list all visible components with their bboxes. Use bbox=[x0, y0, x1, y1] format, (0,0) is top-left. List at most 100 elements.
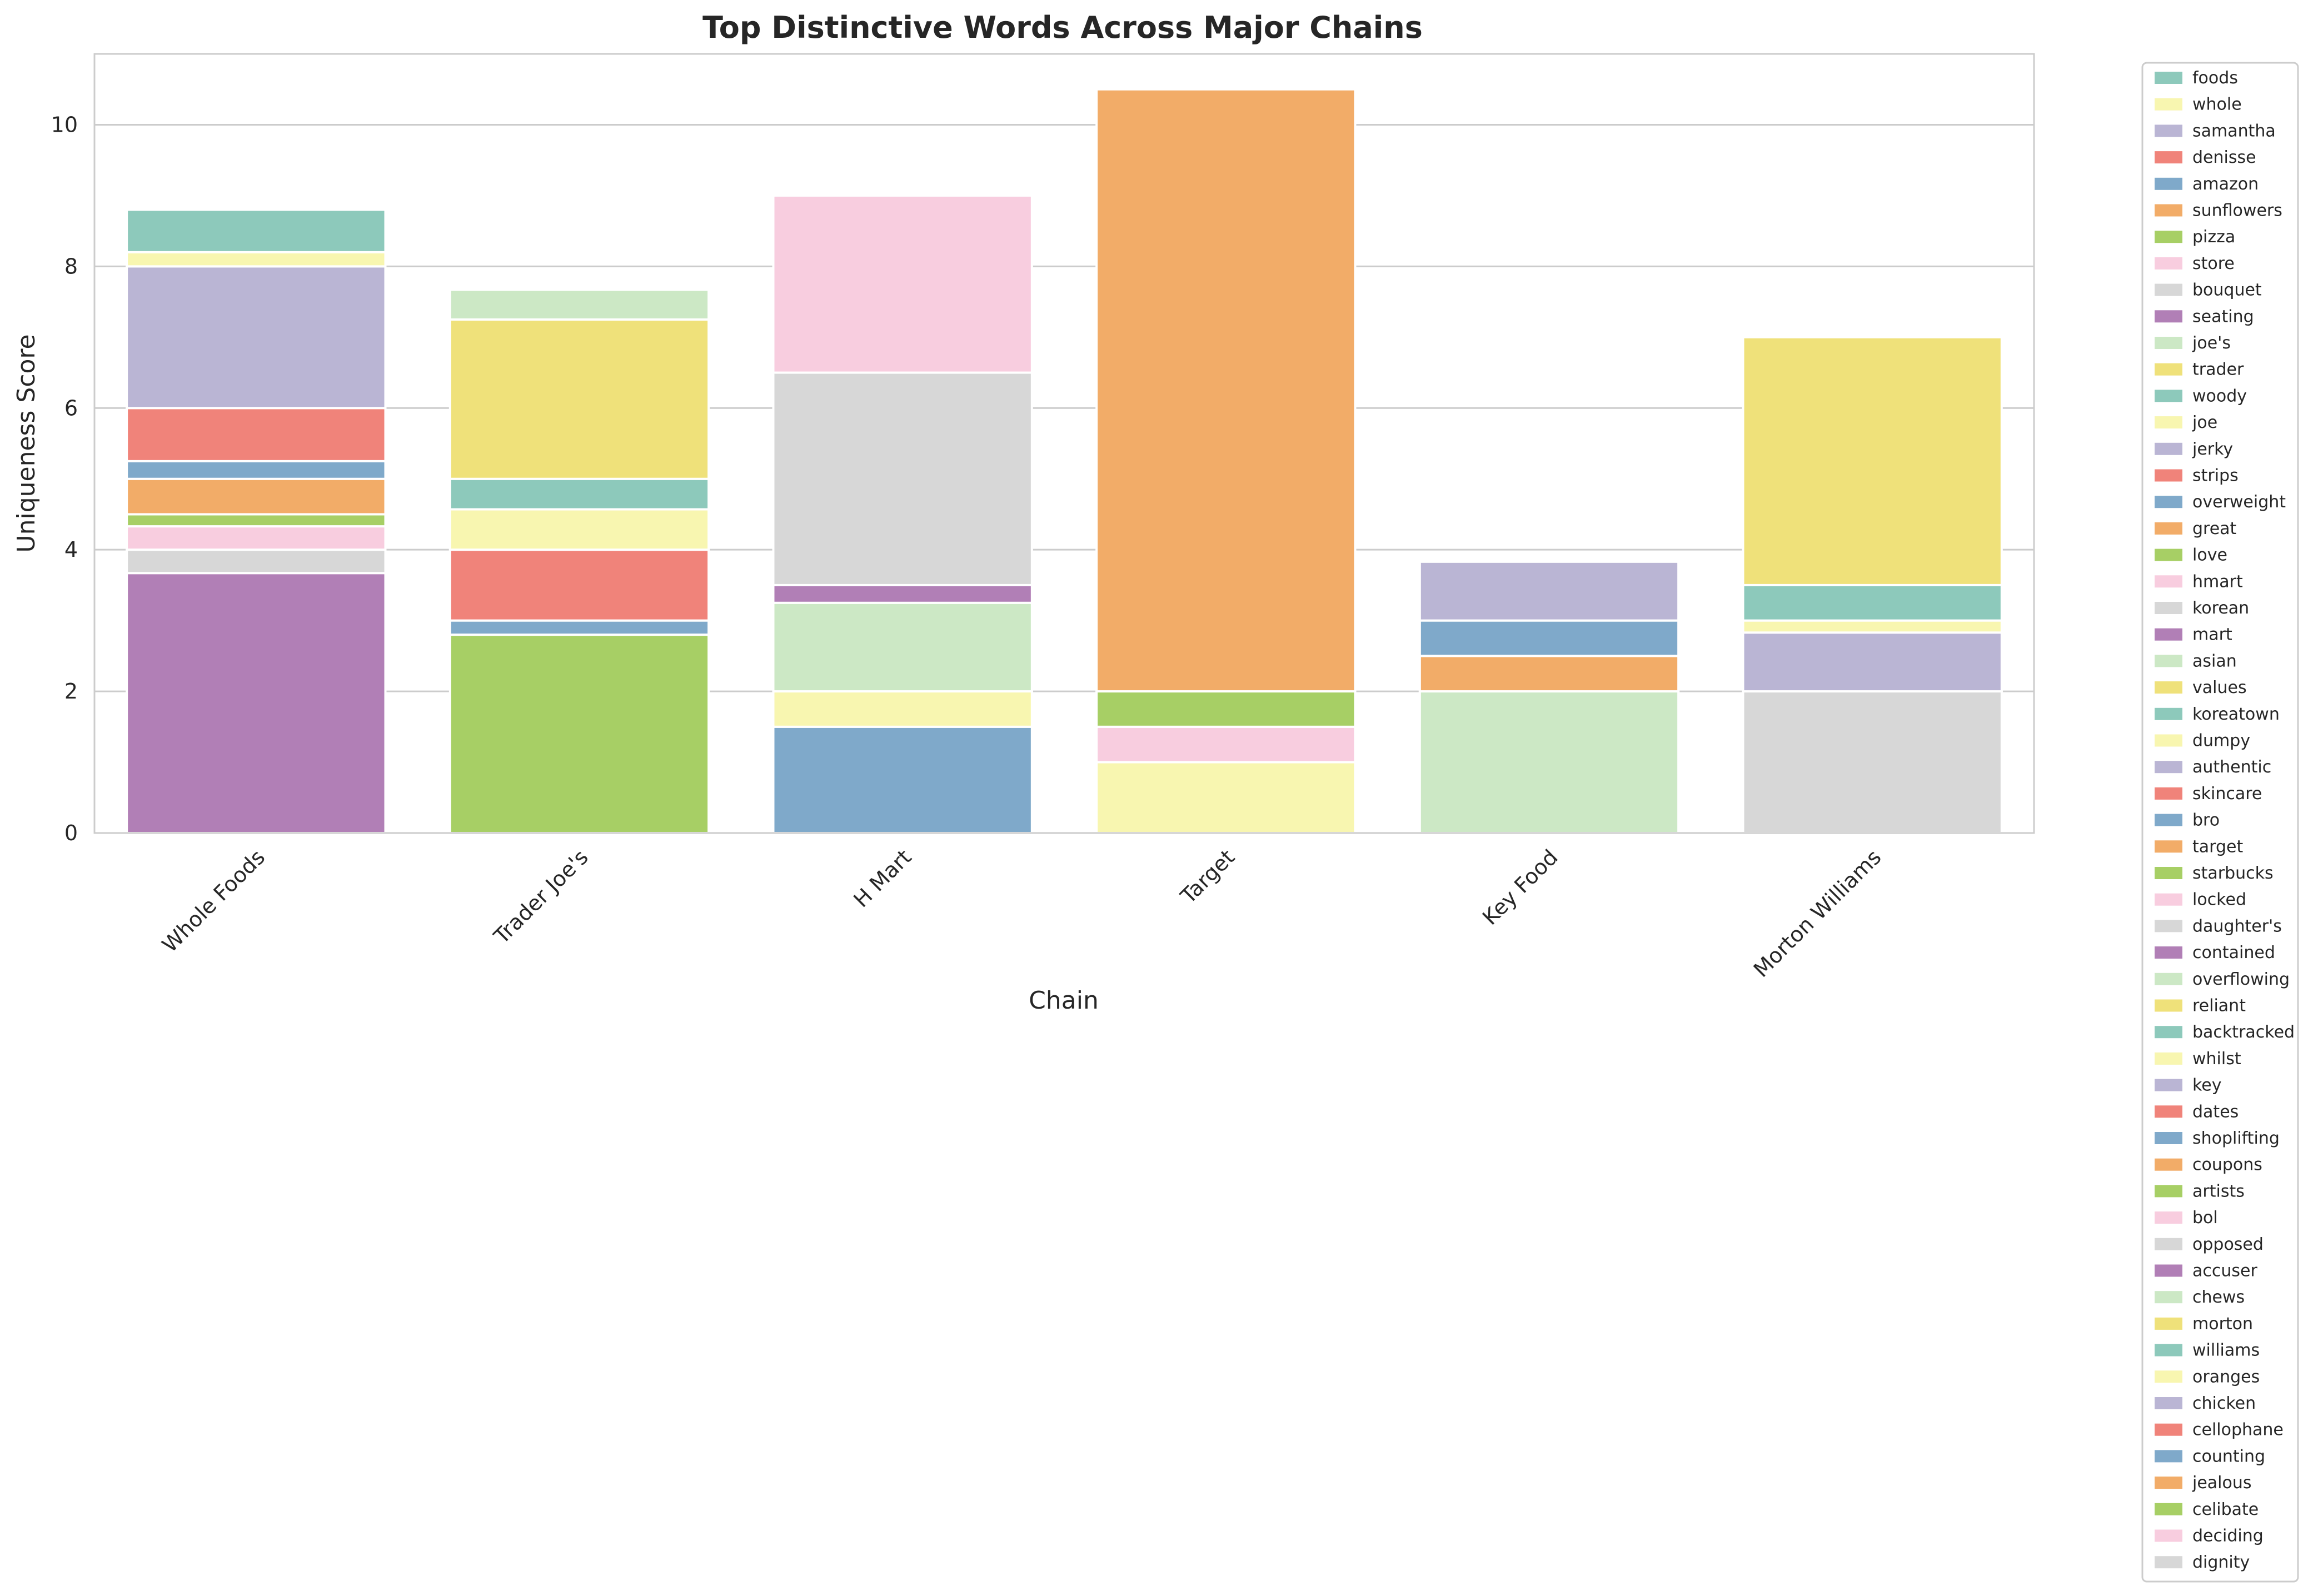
legend-swatch bbox=[2155, 363, 2182, 376]
legend-swatch bbox=[2155, 1423, 2182, 1436]
legend-swatch bbox=[2155, 1079, 2182, 1091]
legend-item: sunflowers bbox=[2155, 201, 2282, 221]
legend-label: oranges bbox=[2192, 1367, 2260, 1386]
legend-item: samantha bbox=[2155, 121, 2276, 141]
legend-label: korean bbox=[2192, 598, 2249, 618]
legend-item: dates bbox=[2155, 1102, 2239, 1121]
legend-label: whole bbox=[2192, 95, 2242, 114]
legend-item: dumpy bbox=[2155, 731, 2250, 751]
bar-segment bbox=[448, 619, 710, 636]
legend-item: pizza bbox=[2155, 227, 2235, 247]
legend-swatch bbox=[2155, 1105, 2182, 1118]
legend-swatch bbox=[2155, 575, 2182, 588]
legend-item: whilst bbox=[2155, 1049, 2241, 1069]
legend-item: overflowing bbox=[2155, 970, 2290, 989]
legend-item: celibate bbox=[2155, 1500, 2259, 1519]
legend-label: reliant bbox=[2192, 996, 2246, 1016]
legend-swatch bbox=[2155, 496, 2182, 508]
bar-segment bbox=[1095, 761, 1357, 834]
legend-item: bro bbox=[2155, 811, 2220, 830]
legend-item: trader bbox=[2155, 360, 2244, 380]
legend-swatch bbox=[2155, 204, 2182, 217]
legend-swatch bbox=[2155, 1052, 2182, 1065]
legend-item: williams bbox=[2155, 1341, 2260, 1360]
legend-label: deciding bbox=[2192, 1527, 2264, 1546]
legend-swatch bbox=[2155, 469, 2182, 482]
legend-label: pizza bbox=[2192, 227, 2235, 247]
legend-item: artists bbox=[2155, 1181, 2245, 1201]
chart-title: Top Distinctive Words Across Major Chain… bbox=[702, 10, 1423, 45]
legend-swatch bbox=[2155, 999, 2182, 1012]
legend-label: coupons bbox=[2192, 1155, 2262, 1175]
legend-label: asian bbox=[2192, 651, 2237, 671]
legend-swatch bbox=[2155, 310, 2182, 323]
bar-segment bbox=[1418, 619, 1680, 657]
legend-item: target bbox=[2155, 837, 2243, 856]
legend-swatch bbox=[2155, 1264, 2182, 1277]
bar-segment bbox=[448, 634, 710, 835]
legend-swatch bbox=[2155, 72, 2182, 84]
legend-swatch bbox=[2155, 1503, 2182, 1515]
legend-item: accuser bbox=[2155, 1261, 2257, 1281]
legend-item: values bbox=[2155, 678, 2247, 697]
legend-item: love bbox=[2155, 546, 2227, 565]
legend-item: korean bbox=[2155, 598, 2249, 618]
bar-segment bbox=[1742, 619, 2003, 634]
legend-label: bouquet bbox=[2192, 281, 2262, 300]
legend-swatch bbox=[2155, 734, 2182, 747]
legend-item: woody bbox=[2155, 386, 2247, 406]
legend-label: hmart bbox=[2192, 572, 2243, 591]
y-tick-label: 10 bbox=[51, 112, 78, 137]
plot-frame bbox=[93, 53, 2035, 834]
legend-item: jerky bbox=[2155, 440, 2233, 459]
bar-segment bbox=[772, 583, 1033, 604]
legend-item: oranges bbox=[2155, 1367, 2260, 1386]
legend-item: seating bbox=[2155, 307, 2254, 326]
y-axis-label: Uniqueness Score bbox=[12, 334, 41, 552]
legend-label: chews bbox=[2192, 1288, 2245, 1307]
legend-label: key bbox=[2192, 1076, 2222, 1095]
legend-item: opposed bbox=[2155, 1235, 2264, 1254]
legend-label: cellophane bbox=[2192, 1420, 2284, 1440]
bar-segment bbox=[448, 288, 710, 321]
legend-label: joe's bbox=[2192, 333, 2231, 353]
legend-swatch bbox=[2155, 761, 2182, 774]
legend-swatch bbox=[2155, 814, 2182, 826]
legend-label: bro bbox=[2192, 811, 2220, 830]
legend-swatch bbox=[2155, 707, 2182, 720]
legend-item: whole bbox=[2155, 95, 2242, 114]
legend-label: accuser bbox=[2192, 1261, 2257, 1281]
bar-segment bbox=[1742, 583, 2003, 622]
legend-item: overweight bbox=[2155, 492, 2286, 512]
legend: foods whole samantha denisse amazon sunflower… bbox=[2141, 62, 2299, 1583]
legend-label: dignity bbox=[2192, 1553, 2250, 1572]
legend-label: strips bbox=[2192, 466, 2239, 486]
y-tick-label: 2 bbox=[64, 679, 78, 704]
legend-item: starbucks bbox=[2155, 864, 2274, 883]
bar-segment bbox=[1742, 631, 2003, 693]
legend-item: authentic bbox=[2155, 757, 2271, 777]
legend-swatch bbox=[2155, 920, 2182, 932]
legend-swatch bbox=[2155, 390, 2182, 402]
bar-segment bbox=[448, 548, 710, 622]
bar-segment bbox=[126, 525, 387, 551]
legend-label: celibate bbox=[2192, 1500, 2259, 1519]
legend-label: foods bbox=[2192, 68, 2238, 88]
legend-label: authentic bbox=[2192, 757, 2271, 777]
legend-item: shoplifting bbox=[2155, 1129, 2280, 1148]
legend-label: values bbox=[2192, 678, 2247, 697]
legend-label: koreatown bbox=[2192, 705, 2280, 724]
legend-item: cellophane bbox=[2155, 1420, 2284, 1440]
legend-swatch bbox=[2155, 840, 2182, 853]
legend-item: skincare bbox=[2155, 784, 2262, 804]
y-tick-label: 0 bbox=[64, 821, 78, 845]
legend-swatch bbox=[2155, 1397, 2182, 1409]
legend-label: trader bbox=[2192, 360, 2244, 380]
legend-item: contained bbox=[2155, 943, 2275, 962]
bar-segment bbox=[126, 251, 387, 268]
legend-label: backtracked bbox=[2192, 1023, 2295, 1042]
bar-segment bbox=[1095, 725, 1357, 764]
legend-label: daughter's bbox=[2192, 916, 2282, 936]
y-tick-label: 4 bbox=[64, 537, 78, 562]
